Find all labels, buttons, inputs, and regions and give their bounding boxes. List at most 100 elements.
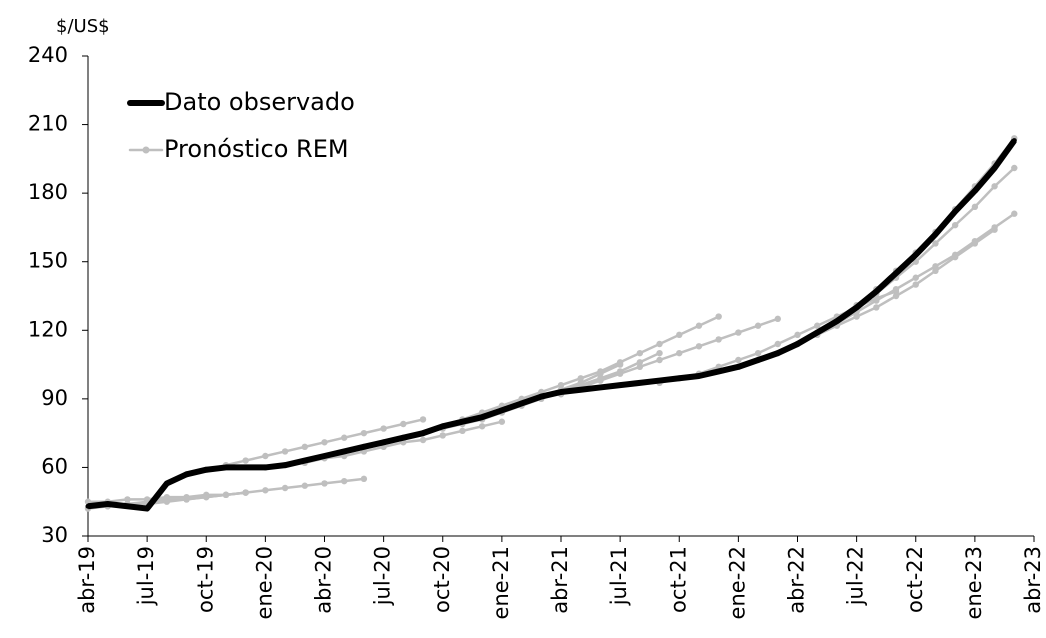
forecast-point — [301, 482, 308, 489]
forecast-point — [1011, 210, 1018, 217]
x-tick-label: abr-20 — [312, 546, 336, 614]
x-tick-label: oct-22 — [903, 546, 927, 613]
forecast-point — [991, 183, 998, 190]
forecast-point — [932, 267, 939, 275]
forecast-point — [794, 331, 801, 339]
x-tick-label: oct-21 — [666, 546, 690, 613]
observed-point — [538, 394, 544, 400]
observed-point — [519, 400, 525, 406]
forecast-point — [616, 370, 624, 377]
forecast-point — [892, 292, 900, 300]
legend-label: Pronóstico REM — [164, 135, 349, 163]
observed-point — [854, 304, 860, 310]
forecast-point — [853, 313, 860, 320]
legend-marker — [142, 146, 150, 154]
forecast-point — [341, 434, 348, 441]
forecast-point — [892, 285, 900, 293]
y-tick-label: 210 — [28, 112, 68, 136]
x-tick-label: ene-20 — [252, 546, 276, 619]
x-tick-label: oct-19 — [193, 546, 217, 613]
observed-point — [400, 435, 406, 441]
forecast-point — [951, 251, 959, 259]
y-tick-label: 60 — [41, 454, 68, 478]
forecast-line — [836, 137, 1016, 320]
forecast-point — [1011, 164, 1018, 172]
observed-line — [87, 138, 1017, 512]
forecast-point — [676, 349, 683, 357]
observed-point — [637, 380, 643, 386]
observed-point — [932, 231, 938, 237]
forecast-point — [439, 432, 446, 439]
observed-point — [381, 439, 387, 445]
observed-point — [105, 501, 111, 507]
observed-point — [578, 387, 584, 393]
observed-point — [657, 378, 663, 384]
observed-point — [361, 444, 367, 450]
observed-point — [164, 480, 170, 486]
observed-point — [992, 165, 998, 171]
y-tick-label: 180 — [28, 180, 68, 204]
x-tick-label: oct-20 — [430, 546, 454, 613]
forecast-point — [715, 313, 722, 320]
forecast-point — [735, 329, 742, 336]
forecast-point — [360, 429, 368, 437]
observed-point — [735, 364, 741, 370]
observed-point — [597, 384, 603, 390]
x-tick-label: abr-22 — [785, 546, 809, 614]
observed-point — [184, 471, 190, 477]
x-tick-label: jul-21 — [607, 546, 631, 606]
forecast-point — [971, 203, 979, 211]
x-tick-label: abr-23 — [1021, 546, 1045, 614]
forecast-point — [577, 379, 584, 387]
forecast-point — [557, 381, 565, 389]
forecast-point — [774, 315, 781, 323]
forecast-point — [912, 274, 919, 281]
forecast-point — [715, 336, 722, 343]
forecast-point — [321, 439, 328, 446]
observed-point — [282, 462, 288, 468]
forecast-point — [301, 443, 308, 451]
forecast-point — [636, 349, 644, 357]
forecast-point — [656, 356, 663, 364]
observed-point — [913, 252, 919, 258]
forecast-point — [735, 356, 742, 364]
forecast-point — [360, 475, 368, 483]
forecast-point — [971, 237, 979, 245]
observed-point — [775, 350, 781, 356]
observed-point — [558, 389, 564, 395]
forecast-line — [107, 491, 246, 508]
observed-point — [972, 188, 978, 194]
observed-point — [243, 464, 249, 470]
forecast-point — [419, 436, 427, 444]
y-tick-label: 150 — [28, 249, 68, 273]
forecast-point — [932, 263, 939, 270]
y-tick-label: 120 — [28, 317, 68, 341]
forecast-point — [242, 489, 249, 496]
observed-point — [85, 503, 91, 509]
observed-point — [952, 208, 958, 214]
forecast-point — [400, 420, 407, 428]
forecast-point — [222, 491, 230, 499]
observed-point — [1011, 138, 1017, 144]
observed-point — [341, 448, 347, 454]
forecast-line — [796, 167, 1016, 346]
forecast-point — [459, 427, 466, 435]
observed-point — [795, 341, 800, 347]
x-tick-label: abr-21 — [548, 546, 572, 614]
forecast-point — [616, 361, 624, 368]
forecast-point — [636, 363, 644, 371]
forecast-point — [242, 457, 249, 464]
forecast-point — [656, 349, 663, 357]
observed-point — [322, 453, 327, 459]
forecast-point — [380, 425, 387, 432]
forecast-point — [341, 477, 348, 485]
forecast-point — [774, 340, 781, 348]
forecast-point — [262, 487, 269, 494]
forecast-point — [321, 480, 328, 487]
observed-point — [676, 375, 682, 381]
forecast-point — [991, 224, 998, 231]
x-tick-label: ene-22 — [725, 546, 749, 619]
forecast-point — [183, 496, 190, 503]
forecast-point — [656, 340, 663, 348]
